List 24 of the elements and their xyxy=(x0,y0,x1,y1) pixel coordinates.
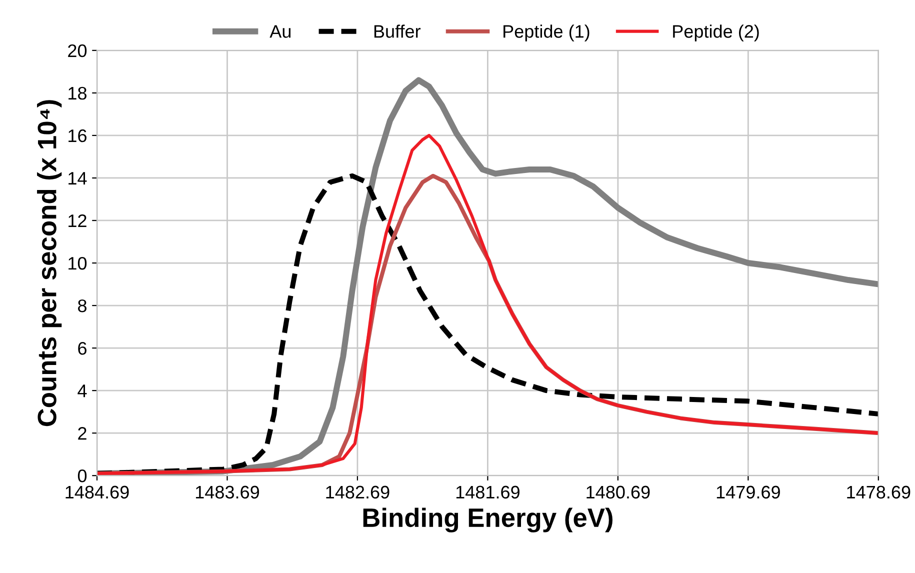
x-tick-label: 1478.69 xyxy=(847,486,910,499)
x-axis-title: Binding Energy (eV) xyxy=(363,508,612,532)
legend-label: Buffer xyxy=(374,24,421,38)
legend-label: Peptide (2) xyxy=(673,24,759,42)
legend-label: Peptide (1) xyxy=(504,24,590,42)
x-tick-label: 1481.69 xyxy=(456,486,520,499)
x-tick-label: 1482.69 xyxy=(326,486,390,499)
y-tick-label: 20 xyxy=(68,44,87,58)
y-tick-label: 6 xyxy=(78,342,86,355)
y-tick-label: 2 xyxy=(78,427,86,440)
x-tick-label: 1480.69 xyxy=(586,486,650,499)
y-tick-label: 10 xyxy=(68,256,87,270)
legend-label: Au xyxy=(270,25,291,38)
y-tick-label: 0 xyxy=(78,470,87,482)
y-tick-label: 16 xyxy=(68,129,86,142)
x-tick-label: 1479.69 xyxy=(716,486,780,499)
y-tick-label: 12 xyxy=(68,214,86,228)
y-tick-label: 4 xyxy=(78,384,87,398)
y-tick-label: 8 xyxy=(78,299,86,312)
y-axis-title: Counts per second (x 10⁴) xyxy=(37,100,62,426)
x-tick-label: 1483.69 xyxy=(196,486,260,499)
x-tick-label: 1484.69 xyxy=(66,486,129,499)
y-tick-label: 14 xyxy=(68,172,87,185)
y-tick-label: 18 xyxy=(68,86,86,100)
